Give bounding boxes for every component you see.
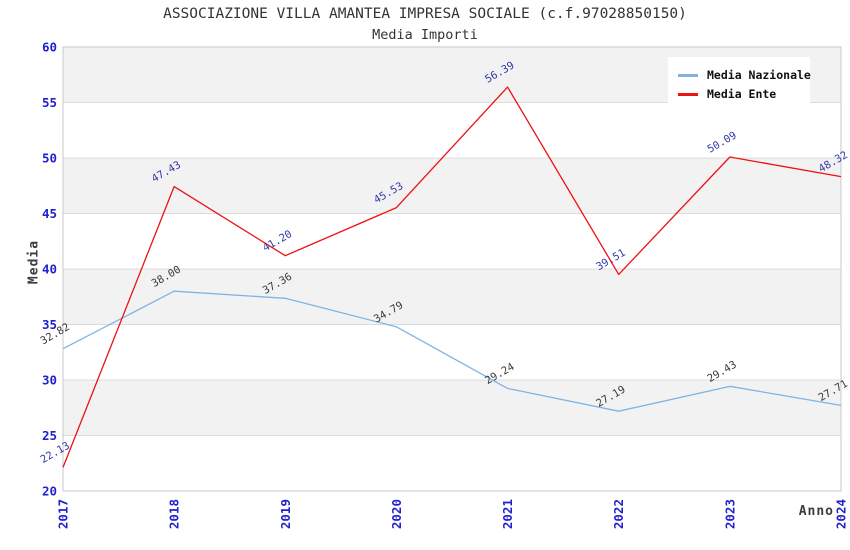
series-line-media-nazionale <box>62 290 842 412</box>
chart-title: ASSOCIAZIONE VILLA AMANTEA IMPRESA SOCIA… <box>163 6 687 22</box>
y-tick-label: 20 <box>42 484 57 499</box>
x-tick-label: 2022 <box>611 499 626 529</box>
legend-swatch <box>678 73 698 77</box>
y-tick-label: 30 <box>42 373 57 388</box>
point-label: 22.13 <box>39 440 72 466</box>
plot-border <box>62 46 842 492</box>
x-tick-label: 2020 <box>389 499 404 529</box>
legend-label: Media Ente <box>707 87 777 101</box>
point-label: 50.09 <box>705 129 738 155</box>
x-tick-label: 2019 <box>278 499 293 529</box>
legend-item: Media Nazionale <box>678 67 811 83</box>
plot-band <box>63 380 841 436</box>
x-tick-label: 2018 <box>167 499 182 529</box>
chart-subtitle: Media Importi <box>372 27 478 43</box>
legend: Media Nazionale Media Ente <box>668 57 811 112</box>
legend-swatch <box>678 92 698 96</box>
legend-label: Media Nazionale <box>707 68 811 82</box>
legend-item: Media Ente <box>678 86 810 102</box>
y-tick-label: 35 <box>42 317 57 332</box>
x-tick-label: 2023 <box>722 499 737 529</box>
x-tick-label: 2017 <box>56 499 71 529</box>
plot-band <box>63 269 841 325</box>
y-tick-label: 60 <box>42 40 57 55</box>
plot-band <box>63 158 841 214</box>
y-tick-label: 40 <box>42 262 57 277</box>
y-axis-title: Media <box>26 239 42 285</box>
x-tick-label: 2021 <box>500 499 515 529</box>
y-tick-label: 50 <box>42 151 57 166</box>
x-axis-title: Anno <box>798 504 834 519</box>
x-tick-label: 2024 <box>834 499 849 529</box>
series-line-media-ente <box>62 86 842 468</box>
y-tick-label: 55 <box>42 95 57 110</box>
y-tick-label: 25 <box>42 428 57 443</box>
y-tick-label: 45 <box>42 206 57 221</box>
